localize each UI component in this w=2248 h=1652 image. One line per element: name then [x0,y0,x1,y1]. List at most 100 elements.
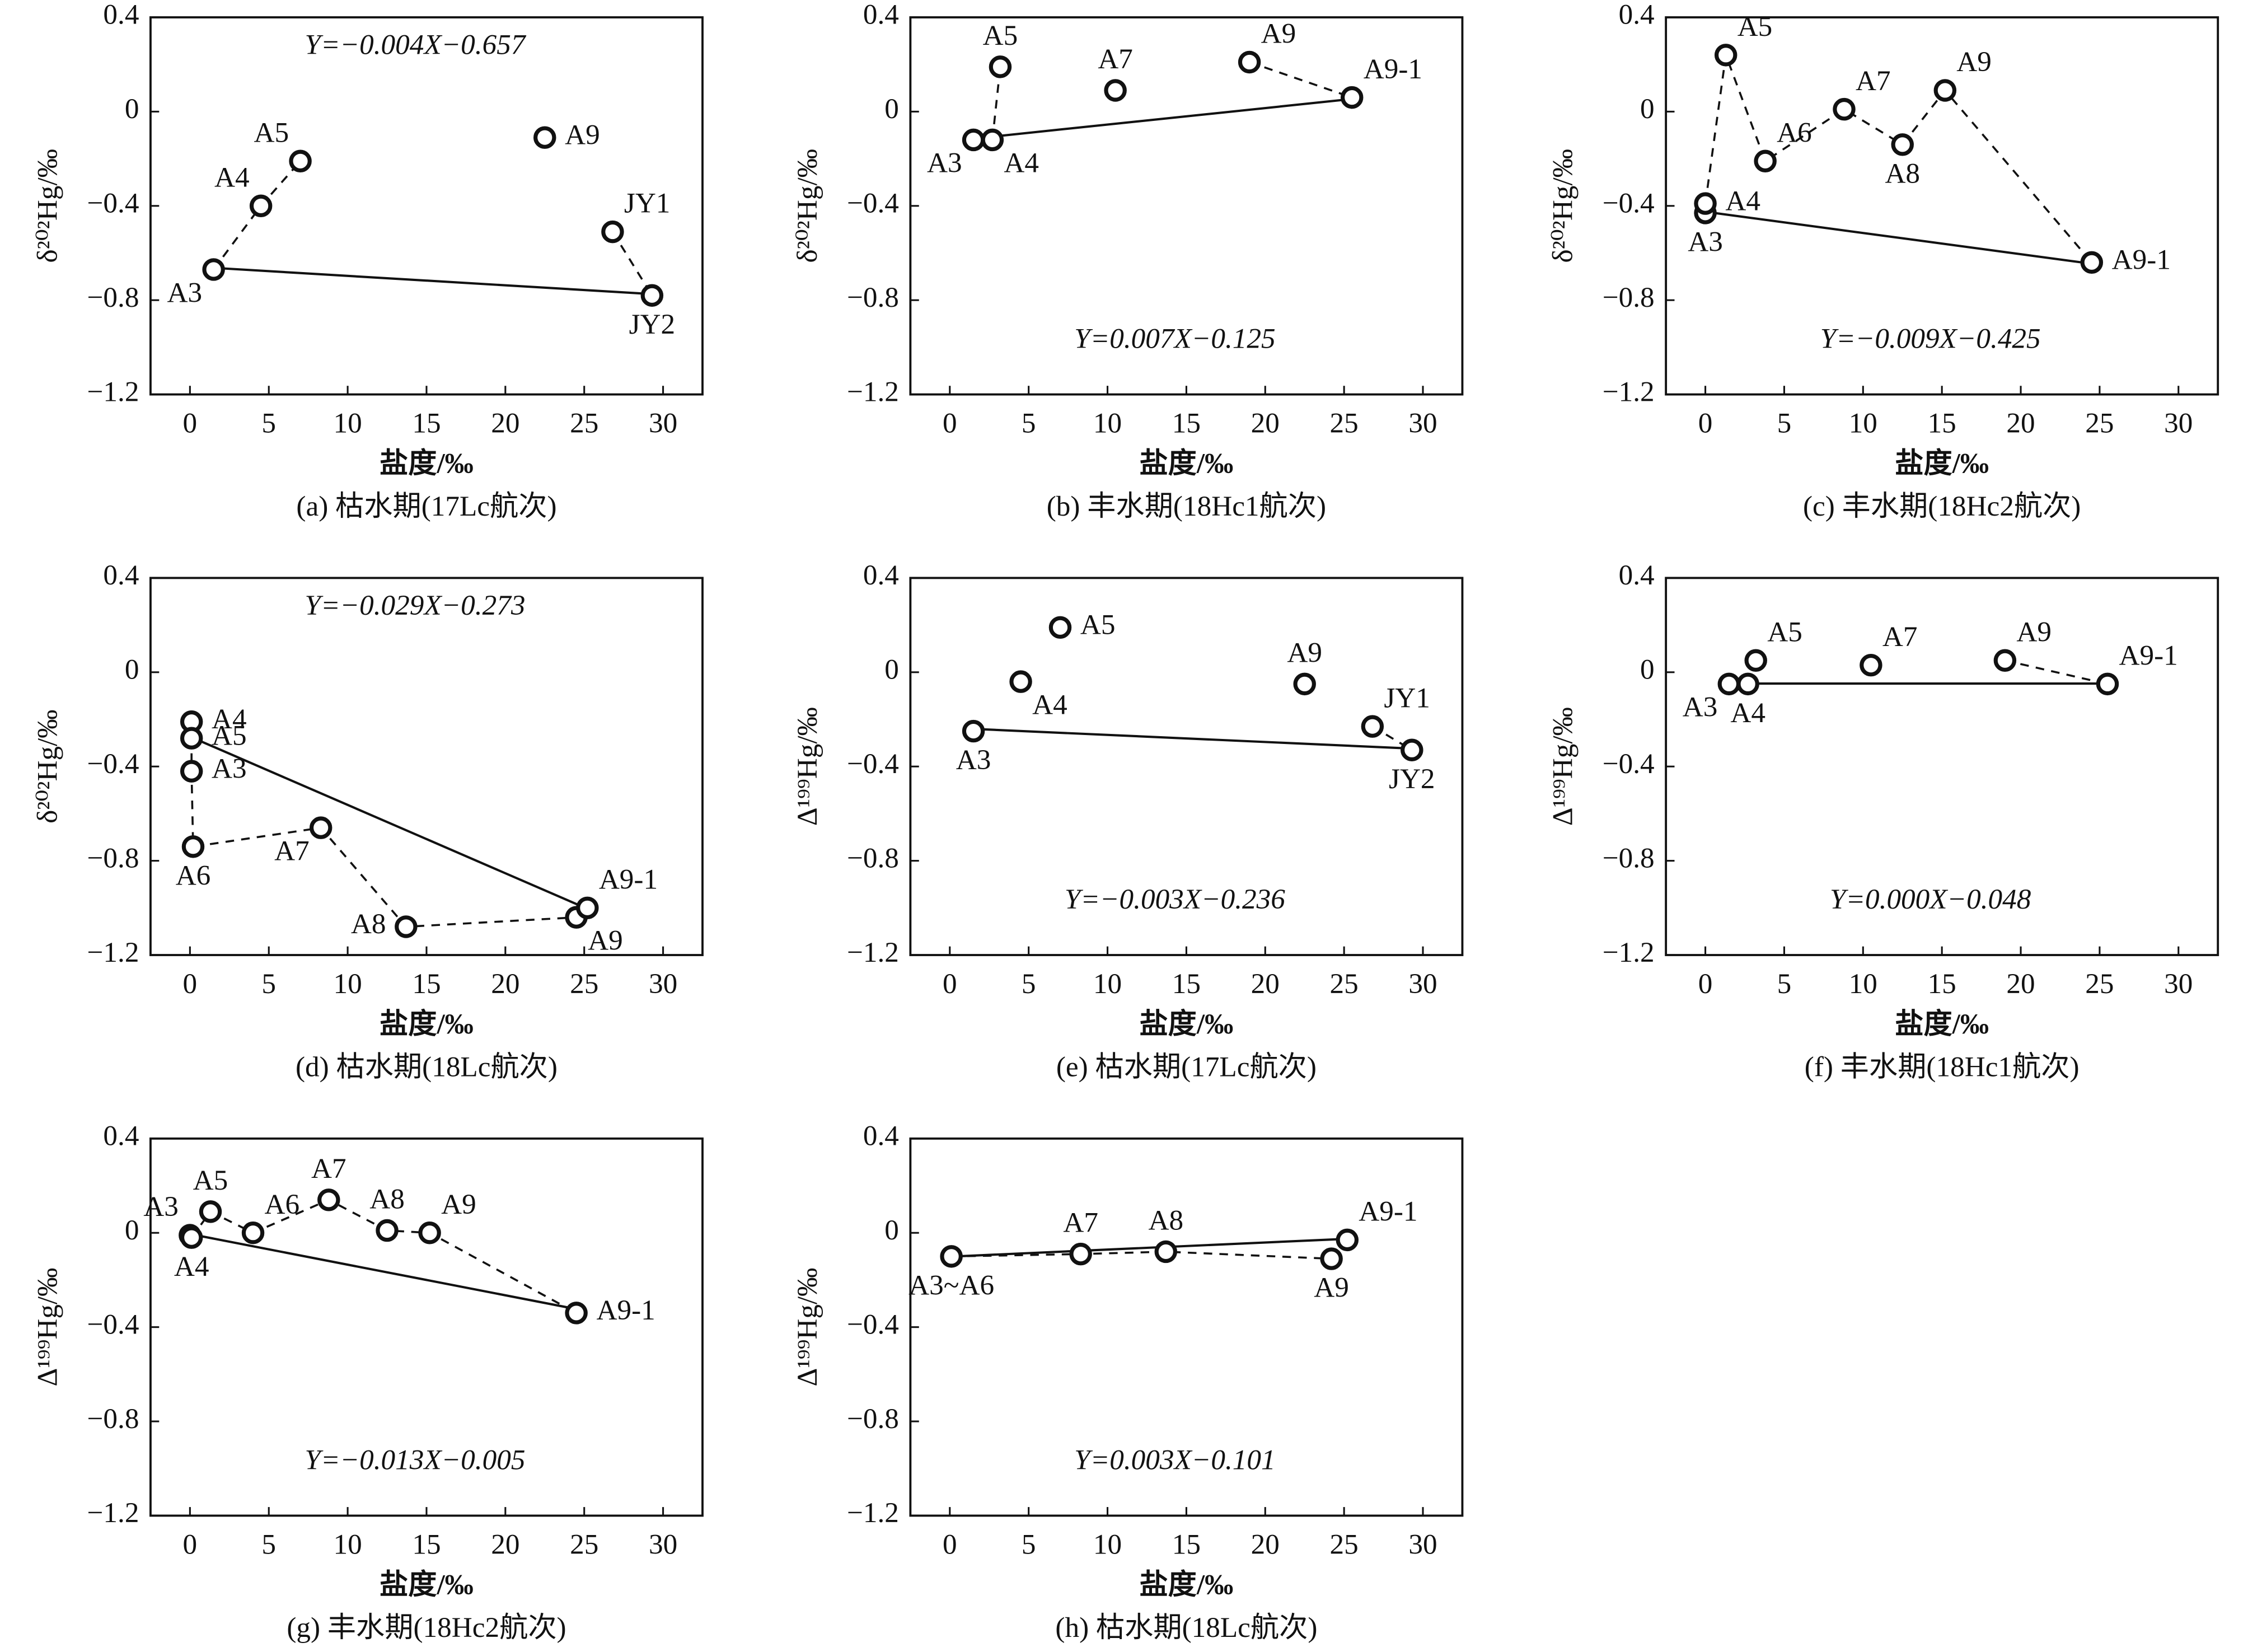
y-tick-label: −1.2 [1603,937,1655,968]
x-tick-label: 5 [261,408,276,439]
y-axis-label: δ²⁰²Hg/‰ [1547,149,1579,263]
x-tick-label: 30 [2164,408,2193,439]
y-tick-label: 0.4 [1619,0,1655,31]
equation: Y=0.003X−0.101 [1074,1444,1275,1476]
point-label: A3 [956,744,991,776]
data-point [180,1226,203,1249]
point-label: A4 [1032,689,1067,721]
y-tick-label: 0.4 [1619,559,1655,591]
y-tick-label: −0.8 [847,842,899,874]
data-point [576,896,599,920]
data-point [1009,670,1032,693]
x-tick-label: 30 [1408,968,1437,1000]
dashed-connector [2005,659,2108,685]
x-tick-label: 15 [1928,968,1956,1000]
y-tick-label: 0 [125,1214,139,1246]
data-point [1694,192,1717,215]
x-tick-label: 10 [1093,1529,1122,1561]
point-label: A3 [1688,226,1723,258]
point-label: A8 [369,1183,405,1215]
x-tick-label: 10 [1093,968,1122,1000]
x-tick-label: 20 [1251,1529,1280,1561]
x-tick-label: 15 [1928,408,1956,439]
y-axis-label: Δ¹⁹⁹Hg/‰ [792,1268,823,1387]
point-label: A6 [176,859,211,891]
point-label: A9 [1261,18,1296,50]
point-label: A4 [1725,185,1760,217]
panel-caption: (f) 丰水期(18Hc1航次) [1805,1051,2080,1083]
panel-caption: (a) 枯水期(17Lc航次) [296,490,556,522]
x-tick-label: 25 [2085,408,2114,439]
data-point [1714,44,1737,67]
equation: Y=−0.029X−0.273 [305,589,525,621]
point-label: A9-1 [596,1294,655,1326]
y-tick-label: −0.4 [87,188,139,219]
point-label: A5 [212,719,247,751]
y-tick-label: −0.8 [1603,282,1655,313]
y-tick-label: −0.4 [847,188,899,219]
x-tick-label: 0 [183,408,198,439]
point-label: A5 [1767,616,1802,648]
dashed-connector [1249,61,1352,99]
data-point [1860,653,1882,677]
data-point [533,126,556,149]
point-label: A5 [193,1164,228,1196]
x-tick-label: 5 [261,1529,276,1561]
x-tick-label: 10 [333,968,362,1000]
x-axis-label: 盐度/‰ [380,447,474,479]
x-tick-label: 30 [1408,408,1437,439]
panel-caption: (b) 丰水期(18Hc1航次) [1047,490,1326,522]
equation: Y=−0.013X−0.005 [305,1444,525,1476]
data-point [1069,1242,1092,1266]
x-tick-label: 0 [943,408,957,439]
point-label: A4 [212,703,247,735]
data-point [180,760,203,783]
y-tick-label: −1.2 [847,376,899,408]
point-label: A8 [351,908,386,940]
dashed-connector [951,1251,1332,1260]
x-axis-label: 盐度/‰ [380,1569,474,1600]
y-tick-label: 0 [1640,93,1655,125]
panel-caption: (e) 枯水期(17Lc航次) [1056,1051,1317,1083]
x-tick-label: 30 [649,408,677,439]
point-label: A9-1 [599,863,658,895]
x-tick-label: 15 [1172,968,1201,1000]
data-point [309,816,332,839]
y-tick-label: −0.8 [1603,842,1655,874]
x-tick-label: 0 [183,968,198,1000]
data-point [1744,649,1767,672]
x-tick-label: 10 [333,408,362,439]
y-axis-label: δ²⁰²Hg/‰ [792,149,823,263]
y-tick-label: 0.4 [863,1120,899,1152]
x-tick-label: 10 [1849,968,1877,1000]
data-point [962,128,985,152]
x-tick-label: 25 [2085,968,2114,1000]
data-point [565,1302,588,1325]
point-label: A5 [983,20,1018,52]
x-tick-label: 25 [1330,1529,1359,1561]
y-tick-label: −1.2 [847,1497,899,1529]
data-point [1933,79,1957,102]
y-tick-label: 0 [125,654,139,686]
data-point [601,220,624,244]
point-label: A8 [1148,1204,1183,1236]
x-tick-label: 30 [1408,1529,1437,1561]
point-label: A7 [1882,621,1918,653]
x-tick-label: 0 [1698,408,1713,439]
y-tick-label: −0.4 [87,748,139,780]
point-label: A3~A6 [908,1269,994,1301]
x-tick-label: 10 [1093,408,1122,439]
y-tick-label: 0.4 [863,0,899,31]
equation: Y=−0.003X−0.236 [1065,883,1285,915]
data-point [1993,649,2017,672]
point-label: A9 [2016,616,2052,648]
x-axis-label: 盐度/‰ [380,1008,474,1040]
data-point [940,1245,963,1268]
x-axis-label: 盐度/‰ [1139,1008,1233,1040]
data-point [1891,133,1914,156]
panel-caption: (c) 丰水期(18Hc2航次) [1803,490,2081,522]
x-axis-label: 盐度/‰ [1139,1569,1233,1600]
point-label: JY1 [1384,682,1430,714]
data-point [241,1222,265,1244]
